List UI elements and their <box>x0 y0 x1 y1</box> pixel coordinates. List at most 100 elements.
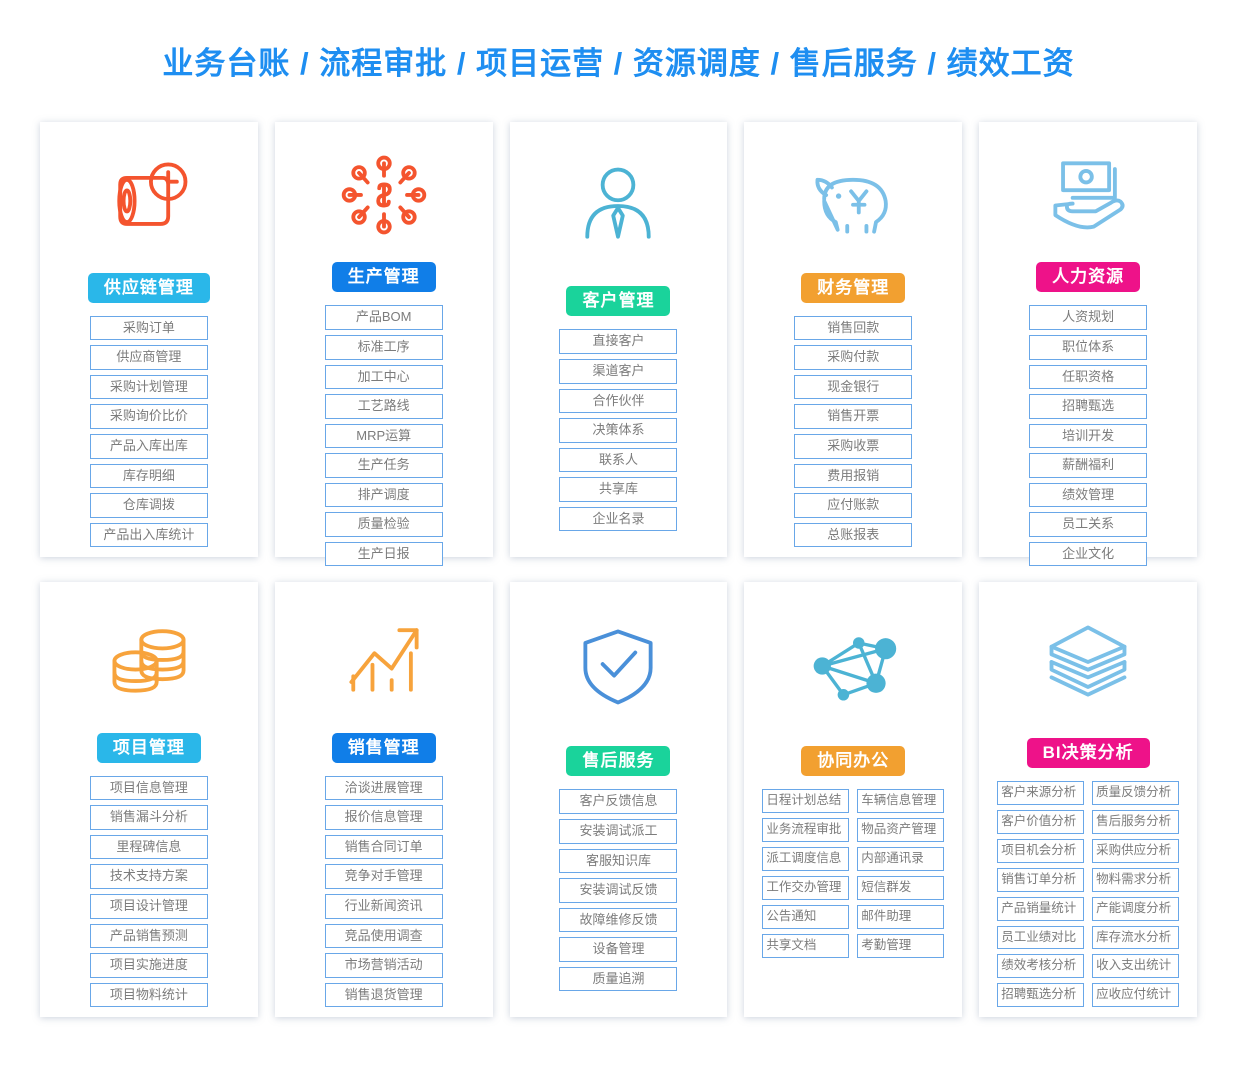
card-item[interactable]: 任职资格 <box>1029 364 1148 390</box>
card-item[interactable]: 采购付款 <box>794 345 913 370</box>
card-item[interactable]: 技术支持方案 <box>89 864 208 889</box>
card-item[interactable]: 采购收票 <box>794 434 913 459</box>
card-item[interactable]: 工作交办管理 <box>762 876 850 900</box>
card-item[interactable]: 渠道客户 <box>559 358 678 384</box>
card-item[interactable]: 安装调试派工 <box>559 818 678 844</box>
card-item[interactable]: 员工业绩对比 <box>997 925 1085 950</box>
page-title: 业务台账 / 流程审批 / 项目运营 / 资源调度 / 售后服务 / 绩效工资 <box>162 46 1075 81</box>
card-item[interactable]: 竞品使用调查 <box>324 923 443 949</box>
card-item[interactable]: 产品BOM <box>324 305 443 330</box>
card-item[interactable]: 职位体系 <box>1029 334 1148 360</box>
card-item[interactable]: 库存明细 <box>89 463 208 489</box>
card-item[interactable]: 项目设计管理 <box>89 894 208 919</box>
card-item[interactable]: 竞争对手管理 <box>324 864 443 889</box>
card-item[interactable]: 现金银行 <box>794 374 913 400</box>
card-item-list: 项目信息管理 销售漏斗分析 里程碑信息技术支持方案 项目设计管理 产品销售预测 项目实施进… <box>52 775 246 1008</box>
card-item[interactable]: 绩效管理 <box>1029 482 1148 508</box>
card-item[interactable]: 工艺路线 <box>324 394 443 419</box>
card-item[interactable]: 洽谈进展管理 <box>324 775 443 801</box>
card-item[interactable]: 采购计划管理 <box>89 374 208 400</box>
card-item[interactable]: 产品销售预测 <box>89 923 208 949</box>
card-item[interactable]: 客户来源分析 <box>997 781 1085 806</box>
card-item[interactable]: 日程计划总结 <box>762 789 850 814</box>
card-item[interactable]: 质量反馈分析 <box>1092 781 1179 806</box>
card-item[interactable]: 采购供应分析 <box>1092 838 1179 863</box>
card-item[interactable]: 采购询价比价 <box>89 404 208 429</box>
card-item[interactable]: 项目信息管理 <box>89 775 208 801</box>
card-item[interactable]: 应付账款 <box>794 493 913 518</box>
card-item[interactable]: 故障维修反馈 <box>559 907 678 933</box>
card-item[interactable]: 企业文化 <box>1029 541 1148 567</box>
card-item[interactable]: 质量检验 <box>324 512 443 537</box>
card-item[interactable]: 报价信息管理 <box>324 805 443 830</box>
card-item[interactable]: 行业新闻资讯 <box>324 894 443 919</box>
card-item[interactable]: 派工调度信息 <box>762 847 850 872</box>
card-item[interactable]: 产品入库出库 <box>89 434 208 459</box>
card-item[interactable]: 采购订单 <box>89 315 208 341</box>
card-item[interactable]: 产品出入库统计 <box>89 522 208 548</box>
card-item[interactable]: 直接客户 <box>559 329 678 354</box>
card-item[interactable]: 标准工序 <box>324 334 443 360</box>
card-item[interactable]: 共享文档 <box>762 933 850 958</box>
card-item[interactable]: 短信群发 <box>857 876 945 900</box>
card-item[interactable]: 总账报表 <box>794 522 913 548</box>
card-item[interactable]: 员工关系 <box>1029 512 1148 537</box>
card-item[interactable]: 收入支出统计 <box>1092 954 1179 979</box>
card-item[interactable]: 客户价值分析 <box>997 810 1085 834</box>
card-item[interactable]: 客服知识库 <box>559 848 678 874</box>
card-item[interactable]: 供应商管理 <box>89 345 208 370</box>
card-item[interactable]: 薪酬福利 <box>1029 453 1148 478</box>
card-item[interactable]: 质量追溯 <box>559 966 678 992</box>
card-item[interactable]: 决策体系 <box>559 418 678 443</box>
card-item[interactable]: 里程碑信息 <box>89 834 208 860</box>
card-item[interactable]: 人资规划 <box>1029 305 1148 330</box>
card-item[interactable]: 项目机会分析 <box>997 838 1085 863</box>
card-item[interactable]: 物料需求分析 <box>1092 867 1179 892</box>
card-item[interactable]: 公告通知 <box>762 904 850 929</box>
card-item[interactable]: 销售开票 <box>794 404 913 429</box>
module-card-after-sales: 售后服务 客户反馈信息 安装调试派工 客服知识库 安装调试反馈 故障维修反馈 设备管理 质量追… <box>509 582 728 1018</box>
card-item[interactable]: 共享库 <box>559 477 678 502</box>
card-item[interactable]: 售后服务分析 <box>1092 810 1179 834</box>
card-item[interactable]: 生产任务 <box>324 453 443 478</box>
card-item[interactable]: 考勤管理 <box>857 933 945 958</box>
card-item[interactable]: 销售合同订单 <box>324 834 443 860</box>
card-item[interactable]: 库存流水分析 <box>1092 925 1179 950</box>
card-item[interactable]: 产能调度分析 <box>1092 896 1179 921</box>
card-item[interactable]: 销售退货管理 <box>324 982 443 1008</box>
card-item[interactable]: 邮件助理 <box>857 904 945 929</box>
card-item[interactable]: 应收应付统计 <box>1092 983 1179 1008</box>
card-item[interactable]: 联系人 <box>559 447 678 473</box>
card-item-list: 采购订单供应商管理采购计划管理 采购询价比价 产品入库出库 库存明细仓库调拨产品出入库… <box>52 315 246 548</box>
card-item[interactable]: 车辆信息管理 <box>857 789 945 814</box>
card-item[interactable]: 安装调试反馈 <box>559 878 678 903</box>
card-item[interactable]: 招聘甄选分析 <box>997 983 1085 1008</box>
card-item[interactable]: 产品销量统计 <box>997 896 1085 921</box>
card-item-list: 洽谈进展管理 报价信息管理 销售合同订单 竞争对手管理 行业新闻资讯 竞品使用调查 市场营销… <box>287 775 481 1008</box>
card-item[interactable]: 内部通讯录 <box>857 847 945 872</box>
layers-stack-icon <box>991 606 1185 718</box>
card-item[interactable]: 销售回款 <box>794 315 913 341</box>
card-item[interactable]: 企业名录 <box>559 506 678 532</box>
card-item[interactable]: 设备管理 <box>559 937 678 962</box>
card-item[interactable]: 物品资产管理 <box>857 818 945 843</box>
card-item[interactable]: 排产调度 <box>324 482 443 508</box>
card-item[interactable]: 客户反馈信息 <box>559 789 678 814</box>
card-item[interactable]: 项目物料统计 <box>89 982 208 1008</box>
card-item[interactable]: 合作伙伴 <box>559 388 678 414</box>
card-item[interactable]: 项目实施进度 <box>89 953 208 978</box>
card-item[interactable]: 销售漏斗分析 <box>89 805 208 830</box>
card-item[interactable]: 生产日报 <box>324 541 443 567</box>
card-item[interactable]: 费用报销 <box>794 463 913 489</box>
card-item[interactable]: MRP运算 <box>324 423 443 449</box>
card-title-badge: 协同办公 <box>801 746 906 777</box>
card-item[interactable]: 培训开发 <box>1029 423 1148 449</box>
coin-stack-icon <box>52 606 246 712</box>
card-item[interactable]: 市场营销活动 <box>324 953 443 978</box>
card-item[interactable]: 业务流程审批 <box>762 818 850 843</box>
card-item[interactable]: 销售订单分析 <box>997 867 1085 892</box>
card-item[interactable]: 绩效考核分析 <box>997 954 1085 979</box>
card-item[interactable]: 招聘甄选 <box>1029 394 1148 419</box>
card-item[interactable]: 加工中心 <box>324 364 443 390</box>
card-item[interactable]: 仓库调拨 <box>89 493 208 518</box>
